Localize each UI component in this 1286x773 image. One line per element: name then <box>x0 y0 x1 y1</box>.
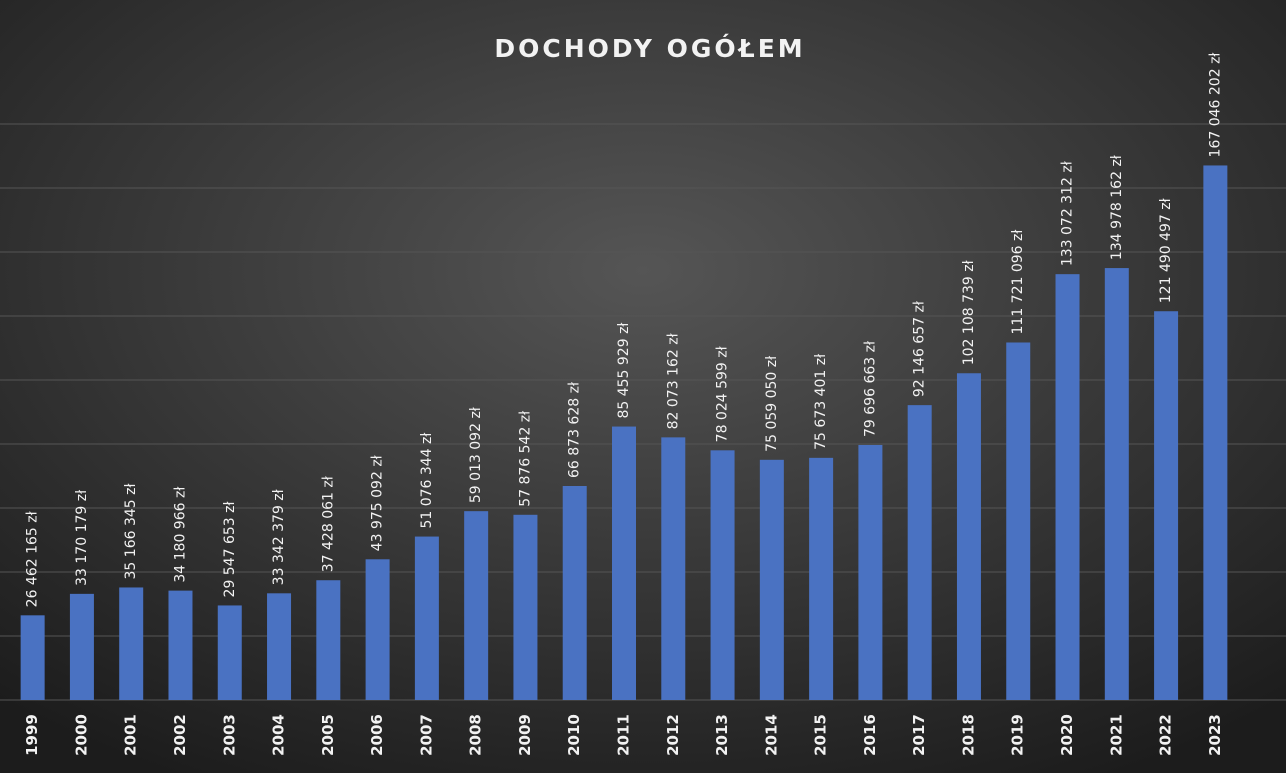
x-tick-label: 2015 <box>812 714 830 756</box>
value-label: 35 166 345 zł <box>123 484 139 580</box>
bar <box>956 373 981 700</box>
bar <box>661 437 686 700</box>
chart-title: DOCHODY OGÓŁEM <box>494 33 805 63</box>
x-tick-label: 2023 <box>1206 714 1224 756</box>
bar <box>513 514 538 700</box>
bar <box>168 590 193 700</box>
bar <box>464 511 489 700</box>
value-label: 26 462 165 zł <box>25 511 41 607</box>
x-tick-label: 2011 <box>615 714 633 756</box>
value-label: 102 108 739 zł <box>961 260 977 365</box>
value-label: 33 342 379 zł <box>271 489 287 585</box>
bar <box>414 536 439 700</box>
value-label: 133 072 312 zł <box>1060 161 1076 266</box>
x-tick-label: 2008 <box>467 714 485 756</box>
bar <box>267 593 292 700</box>
value-label: 57 876 542 zł <box>517 411 533 507</box>
value-label: 75 673 401 zł <box>813 354 829 450</box>
bar <box>20 615 45 700</box>
x-tick-label: 2021 <box>1107 714 1125 756</box>
x-tick-label: 2016 <box>861 714 879 756</box>
value-label: 111 721 096 zł <box>1010 230 1026 335</box>
value-label: 92 146 657 zł <box>912 301 928 397</box>
value-label: 29 547 653 zł <box>222 501 238 597</box>
x-tick-label: 2004 <box>270 714 288 756</box>
x-tick-label: 2007 <box>417 714 435 756</box>
x-tick-label: 2012 <box>664 714 682 756</box>
bar <box>365 559 390 700</box>
x-tick-label: 1999 <box>23 714 41 756</box>
bar <box>1203 165 1228 700</box>
x-tick-label: 2001 <box>122 714 140 756</box>
value-label: 79 696 663 zł <box>862 341 878 437</box>
value-label: 59 013 092 zł <box>468 407 484 503</box>
bar <box>612 426 636 700</box>
bar <box>316 580 341 700</box>
x-tick-label: 2022 <box>1157 714 1175 756</box>
value-label: 75 059 050 zł <box>764 356 780 452</box>
value-label: 37 428 061 zł <box>320 476 336 572</box>
bar <box>759 459 784 700</box>
bar <box>217 605 242 700</box>
value-label: 85 455 929 zł <box>616 323 632 419</box>
x-tick-label: 2017 <box>910 714 928 756</box>
value-label: 134 978 162 zł <box>1109 155 1125 260</box>
bar <box>1006 342 1031 700</box>
bar <box>1055 274 1080 700</box>
value-label: 43 975 092 zł <box>370 455 386 551</box>
value-label: 34 180 966 zł <box>172 487 188 583</box>
x-tick-label: 2009 <box>516 714 534 756</box>
bar <box>907 405 932 700</box>
bar <box>858 444 883 700</box>
bar <box>562 486 587 700</box>
x-tick-label: 2002 <box>171 714 189 756</box>
bar <box>1154 311 1179 700</box>
value-label: 78 024 599 zł <box>715 346 731 442</box>
value-label: 82 073 162 zł <box>665 333 681 429</box>
x-tick-label: 2003 <box>220 714 238 756</box>
value-label: 51 076 344 zł <box>419 433 435 529</box>
x-tick-label: 2010 <box>565 714 583 756</box>
bar <box>710 450 735 700</box>
bar <box>69 593 94 700</box>
x-tick-label: 2006 <box>368 714 386 756</box>
bar <box>119 587 144 700</box>
bar <box>1104 268 1129 700</box>
x-tick-label: 2018 <box>959 714 977 756</box>
value-label: 167 046 202 zł <box>1207 53 1223 158</box>
x-tick-label: 2013 <box>713 714 731 756</box>
value-label: 66 873 628 zł <box>567 382 583 478</box>
x-tick-label: 2020 <box>1058 714 1076 756</box>
value-label: 33 170 179 zł <box>74 490 90 586</box>
bar <box>809 457 834 700</box>
x-tick-label: 2019 <box>1009 714 1027 756</box>
x-tick-label: 2000 <box>72 714 90 756</box>
x-tick-label: 2005 <box>319 714 337 756</box>
x-tick-label: 2014 <box>762 714 780 756</box>
value-label: 121 490 497 zł <box>1158 198 1174 303</box>
